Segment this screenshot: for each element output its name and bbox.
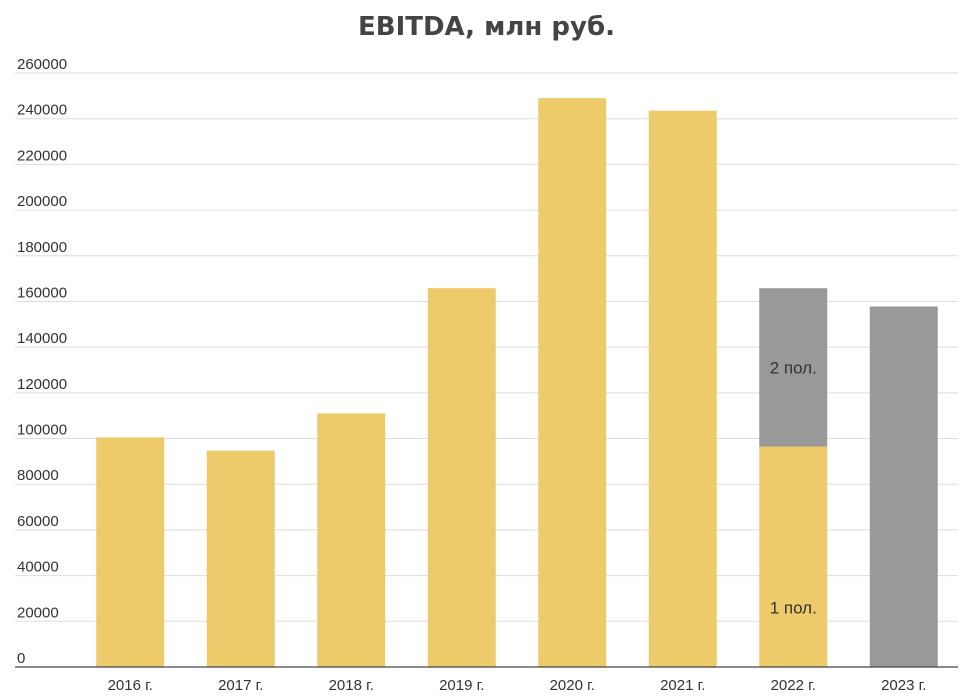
y-tick-label: 200000 bbox=[17, 193, 67, 210]
y-tick-label: 180000 bbox=[17, 239, 67, 256]
y-tick-label: 160000 bbox=[17, 284, 67, 301]
bar bbox=[759, 288, 828, 447]
bar bbox=[96, 437, 165, 667]
bar bbox=[427, 288, 496, 667]
y-tick-label: 80000 bbox=[17, 467, 59, 484]
bar bbox=[206, 450, 275, 667]
x-tick-label: 2023 г. bbox=[881, 677, 926, 694]
y-tick-label: 20000 bbox=[17, 604, 59, 621]
bar bbox=[869, 306, 938, 667]
y-tick-label: 260000 bbox=[17, 56, 67, 73]
y-tick-label: 60000 bbox=[17, 513, 59, 530]
x-tick-label: 2017 г. bbox=[218, 677, 263, 694]
y-tick-label: 40000 bbox=[17, 559, 59, 576]
y-tick-label: 100000 bbox=[17, 422, 67, 439]
bar bbox=[759, 446, 828, 667]
x-tick-label: 2018 г. bbox=[329, 677, 374, 694]
y-tick-label: 0 bbox=[17, 650, 25, 667]
y-tick-label: 220000 bbox=[17, 147, 67, 164]
x-tick-label: 2016 г. bbox=[108, 677, 153, 694]
segment-label: 2 пол. bbox=[770, 358, 817, 377]
y-tick-label: 120000 bbox=[17, 376, 67, 393]
bar bbox=[648, 110, 717, 667]
bar bbox=[538, 98, 607, 668]
x-tick-label: 2022 г. bbox=[771, 677, 816, 694]
bar bbox=[317, 413, 386, 667]
y-tick-label: 140000 bbox=[17, 330, 67, 347]
segment-label: 1 пол. bbox=[770, 598, 817, 617]
y-tick-label: 240000 bbox=[17, 102, 67, 119]
chart-title: EBITDA, млн руб. bbox=[357, 12, 615, 42]
x-tick-label: 2019 г. bbox=[439, 677, 484, 694]
x-tick-label: 2020 г. bbox=[550, 677, 595, 694]
x-tick-label: 2021 г. bbox=[660, 677, 705, 694]
